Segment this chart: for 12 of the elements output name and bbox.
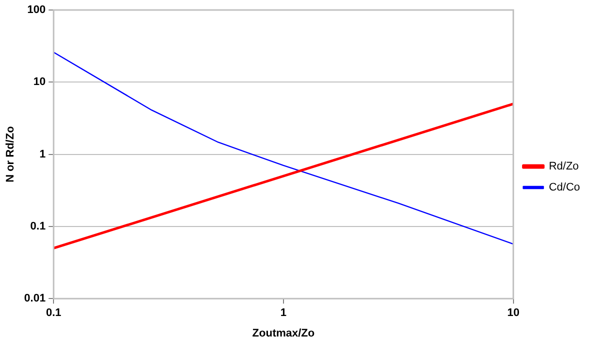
x-tick-label: 0.1 — [46, 307, 62, 320]
y-tick-label: 0.01 — [24, 292, 46, 305]
legend-label: Cd/Co — [548, 182, 580, 194]
y-axis-title: N or Rd/Zo — [4, 126, 17, 182]
x-tick-label: 10 — [507, 307, 520, 320]
y-tick-label: 0.1 — [30, 220, 46, 232]
legend-label: Rd/Zo — [548, 160, 579, 173]
y-tick-label: 1 — [39, 148, 46, 160]
x-tick-label: 1 — [280, 307, 287, 320]
y-tick-label: 100 — [27, 4, 46, 16]
x-axis-title: Zoutmax/Zo — [252, 327, 315, 340]
y-tick-label: 10 — [33, 76, 46, 88]
